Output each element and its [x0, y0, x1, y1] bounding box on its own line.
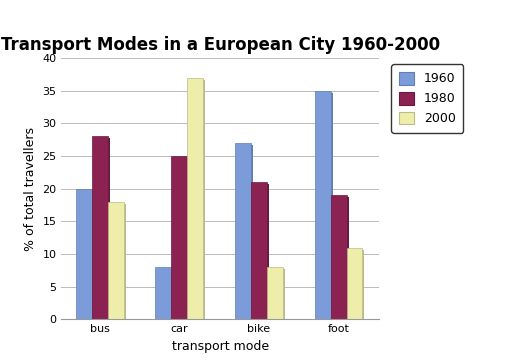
- Bar: [189, 79, 205, 321]
- Bar: [108, 202, 123, 319]
- Y-axis label: % of total travellers: % of total travellers: [24, 127, 37, 251]
- Bar: [331, 195, 347, 319]
- Bar: [317, 93, 333, 321]
- Bar: [315, 91, 331, 319]
- Bar: [174, 158, 189, 321]
- Bar: [158, 269, 174, 321]
- Title: Transport Modes in a European City 1960-2000: Transport Modes in a European City 1960-…: [1, 36, 440, 54]
- Bar: [253, 184, 269, 321]
- Bar: [78, 191, 94, 321]
- Bar: [76, 189, 92, 319]
- Bar: [156, 267, 172, 319]
- Bar: [251, 182, 267, 319]
- Bar: [110, 204, 125, 321]
- Bar: [267, 267, 283, 319]
- Bar: [349, 249, 365, 321]
- Bar: [92, 136, 108, 319]
- Bar: [269, 269, 285, 321]
- Bar: [237, 145, 253, 321]
- Legend: 1960, 1980, 2000: 1960, 1980, 2000: [392, 64, 463, 133]
- Bar: [94, 138, 110, 321]
- Bar: [187, 78, 203, 319]
- Bar: [333, 197, 349, 321]
- Bar: [235, 143, 251, 319]
- Bar: [347, 248, 362, 319]
- X-axis label: transport mode: transport mode: [172, 340, 269, 353]
- Bar: [172, 156, 187, 319]
